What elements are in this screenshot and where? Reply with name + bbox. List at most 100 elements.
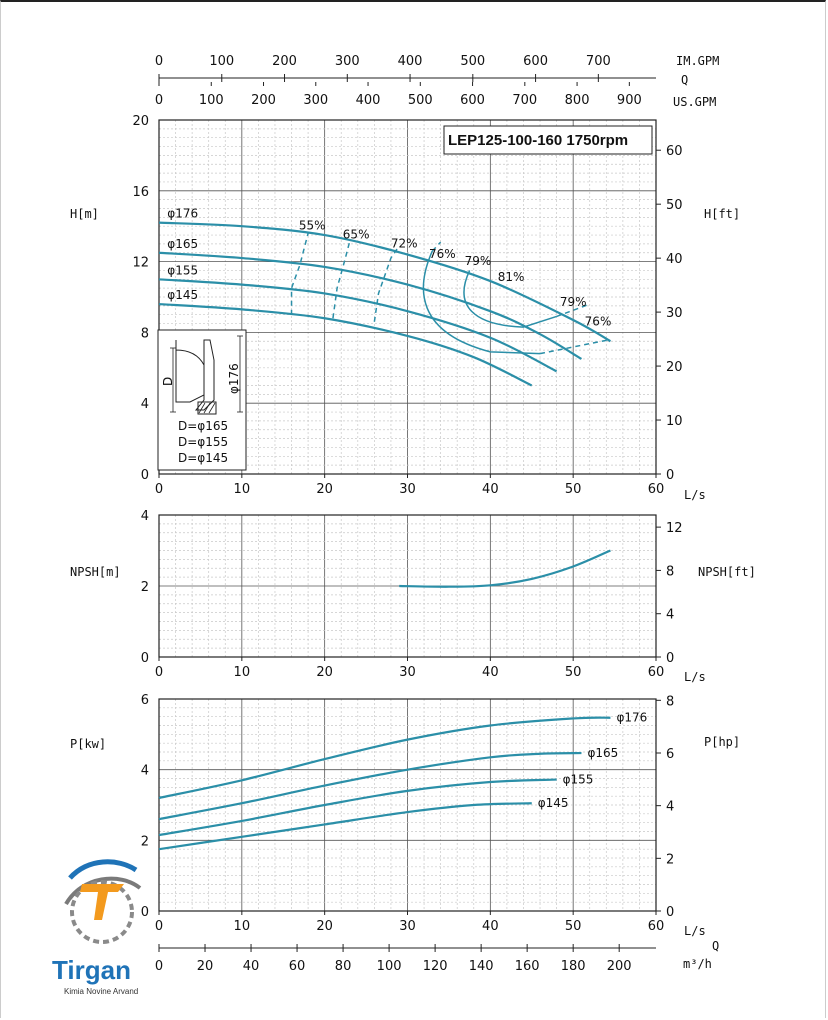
eff-79-loop [463, 270, 557, 328]
m3h-tick-label: 80 [335, 959, 352, 974]
head-series-label: φ176 [167, 207, 198, 221]
npsh-y-label-left: NPSH[m] [70, 565, 121, 579]
m3h-tick-label: 100 [377, 959, 402, 974]
npsh-x-tick-label: 50 [565, 665, 582, 680]
head-yr-tick-label: 0 [666, 468, 674, 483]
im-gpm-tick-label: 500 [460, 54, 485, 69]
power-yr-tick-label: 8 [666, 694, 674, 709]
efficiency-label: 79% [465, 254, 492, 268]
m3h-tick-label: 140 [469, 959, 494, 974]
head-series-line [158, 278, 558, 373]
im-gpm-tick-label: 400 [398, 54, 423, 69]
power-x-tick-label: 0 [155, 919, 163, 934]
im-gpm-tick-label: 0 [155, 54, 163, 69]
power-x-tick-label: 10 [234, 919, 251, 934]
npsh-x-tick-label: 30 [399, 665, 416, 680]
efficiency-label: 72% [391, 236, 418, 250]
npsh-yr-tick-label: 12 [666, 521, 683, 536]
power-x-tick-label: 20 [316, 919, 333, 934]
m3h-tick-label: 160 [515, 959, 540, 974]
logo-tagline: Kimia Novine Arvand [64, 987, 138, 996]
us-gpm-tick-label: 900 [617, 93, 642, 108]
tirgan-logo: Tirgan Kimia Novine Arvand [52, 859, 142, 996]
eff-76-loop [422, 250, 541, 355]
efficiency-label: 55% [299, 219, 326, 233]
us-gpm-tick-label: 400 [356, 93, 381, 108]
power-yr-tick-label: 2 [666, 852, 674, 867]
head-y-tick-label: 16 [132, 185, 149, 200]
head-x-tick-label: 30 [399, 482, 416, 497]
npsh-yr-tick-label: 4 [666, 608, 674, 623]
power-y-tick-label: 4 [141, 764, 149, 779]
im-gpm-tick-label: 300 [335, 54, 360, 69]
eff-65-line [332, 241, 351, 319]
power-y-tick-label: 0 [141, 905, 149, 920]
head-x-tick-label: 0 [155, 482, 163, 497]
eff-72-line [373, 245, 400, 322]
chart-title-box [443, 125, 653, 155]
npsh-y-label-right: NPSH[ft] [698, 565, 756, 579]
m3h-tick-label: 0 [155, 959, 163, 974]
eff-55-line [290, 233, 309, 315]
impeller-d-letter: D [161, 377, 175, 386]
power-y-tick-label: 2 [141, 834, 149, 849]
head-series-line [158, 221, 611, 343]
power-x-label: L/s [684, 924, 706, 938]
efficiency-label: 76% [585, 314, 612, 328]
npsh-y-tick-label: 0 [141, 651, 149, 666]
head-y-tick-label: 0 [141, 468, 149, 483]
head-yr-tick-label: 40 [666, 252, 683, 267]
us-gpm-tick-label: 700 [512, 93, 537, 108]
head-yr-tick-label: 30 [666, 306, 683, 321]
power-series-label: φ155 [563, 773, 594, 787]
power-x-tick-label: 50 [565, 919, 582, 934]
impeller-d-165: D=φ165 [178, 419, 228, 433]
impeller-d-145: D=φ145 [178, 451, 228, 465]
npsh-series-line [399, 549, 611, 588]
us-gpm-tick-label: 0 [155, 93, 163, 108]
head-x-tick-label: 20 [316, 482, 333, 497]
chart-curves [158, 221, 611, 851]
efficiency-label: 65% [343, 228, 370, 242]
head-x-tick-label: 10 [234, 482, 251, 497]
power-series-line [158, 778, 557, 837]
head-x-tick-label: 60 [648, 482, 665, 497]
us-gpm-tick-label: 600 [460, 93, 485, 108]
head-y-tick-label: 4 [141, 397, 149, 412]
m3h-tick-label: 40 [243, 959, 260, 974]
m3h-tick-label: 60 [289, 959, 306, 974]
head-yr-tick-label: 60 [666, 144, 683, 159]
impeller-d-155: D=φ155 [178, 435, 228, 449]
npsh-yr-tick-label: 8 [666, 564, 674, 579]
npsh-y-tick-label: 2 [141, 580, 149, 595]
npsh-x-tick-label: 0 [155, 665, 163, 680]
im-gpm-tick-label: 600 [523, 54, 548, 69]
efficiency-label: 76% [429, 247, 456, 261]
m3h-tick-label: 20 [197, 959, 214, 974]
m3h-tick-label: 180 [561, 959, 586, 974]
impeller-dimension: φ176 [227, 363, 241, 394]
power-y-label-left: P[kw] [70, 737, 106, 751]
us-gpm-tick-label: 800 [565, 93, 590, 108]
efficiency-label: 79% [560, 295, 587, 309]
head-x-tick-label: 50 [565, 482, 582, 497]
power-x-tick-label: 30 [399, 919, 416, 934]
head-series-line [158, 251, 583, 360]
bottom-q-label: Q [712, 939, 719, 953]
us-gpm-tick-label: 200 [251, 93, 276, 108]
chart-title: LEP125-100-160 1750rpm [448, 132, 628, 149]
us-gpm-tick-label: 100 [199, 93, 224, 108]
power-series-label: φ165 [587, 746, 618, 760]
chart-ticks: 0 10 20 30 40 50 600481216200102030405060φ176φ… [132, 54, 682, 974]
im-gpm-tick-label: 200 [272, 54, 297, 69]
impeller-diagram: D φ176 D=φ165 D=φ155 D=φ145 [157, 329, 247, 471]
npsh-yr-tick-label: 0 [666, 651, 674, 666]
head-yr-tick-label: 50 [666, 198, 683, 213]
power-yr-tick-label: 4 [666, 800, 674, 815]
npsh-x-tick-label: 10 [234, 665, 251, 680]
power-yr-tick-label: 6 [666, 747, 674, 762]
npsh-x-label: L/s [684, 670, 706, 684]
m3h-tick-label: 120 [423, 959, 448, 974]
power-series-label: φ145 [538, 796, 569, 810]
